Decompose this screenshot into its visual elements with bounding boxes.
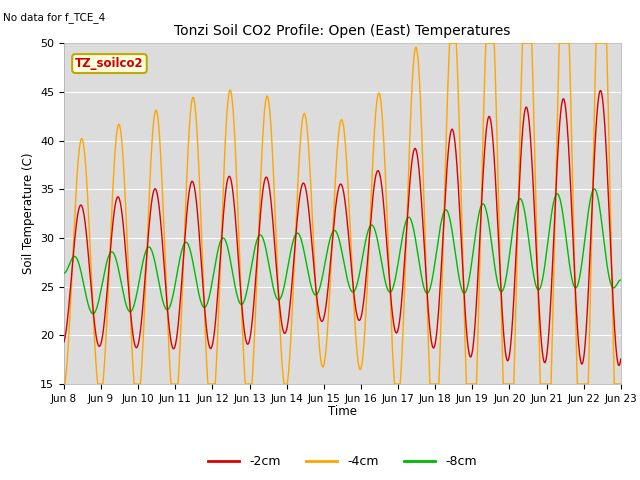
Y-axis label: Soil Temperature (C): Soil Temperature (C)	[22, 153, 35, 275]
Text: No data for f_TCE_4: No data for f_TCE_4	[3, 12, 106, 23]
X-axis label: Time: Time	[328, 405, 357, 418]
Title: Tonzi Soil CO2 Profile: Open (East) Temperatures: Tonzi Soil CO2 Profile: Open (East) Temp…	[174, 24, 511, 38]
Legend: -2cm, -4cm, -8cm: -2cm, -4cm, -8cm	[204, 450, 481, 473]
Text: TZ_soilco2: TZ_soilco2	[75, 57, 144, 70]
